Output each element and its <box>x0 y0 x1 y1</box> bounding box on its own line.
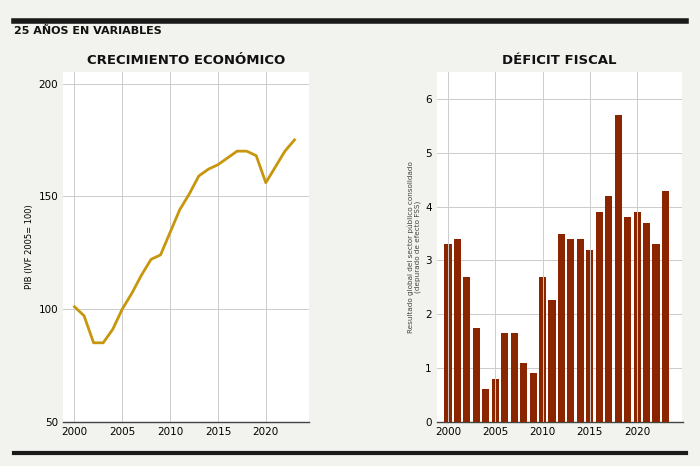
Title: DÉFICIT FISCAL: DÉFICIT FISCAL <box>503 54 617 67</box>
Bar <box>643 223 650 422</box>
Bar <box>511 333 518 422</box>
Bar <box>520 363 527 422</box>
Bar <box>624 218 631 422</box>
Y-axis label: PIB (IVF 2005= 100): PIB (IVF 2005= 100) <box>25 205 34 289</box>
Bar <box>501 333 508 422</box>
Bar <box>577 239 584 422</box>
Bar <box>568 239 575 422</box>
Y-axis label: Resultado global del sector público consolidado
(depurado de efecto FSS): Resultado global del sector público cons… <box>407 161 421 333</box>
Bar <box>482 390 489 422</box>
Bar <box>463 276 470 422</box>
Bar <box>539 276 546 422</box>
Bar <box>615 115 622 422</box>
Bar <box>473 328 480 422</box>
Bar <box>444 244 452 422</box>
Bar <box>549 300 556 422</box>
Bar <box>454 239 461 422</box>
Bar <box>634 212 640 422</box>
Bar <box>558 233 565 422</box>
Bar <box>596 212 603 422</box>
Text: 25 AÑOS EN VARIABLES: 25 AÑOS EN VARIABLES <box>14 26 162 36</box>
Title: CRECIMIENTO ECONÓMICO: CRECIMIENTO ECONÓMICO <box>87 54 285 67</box>
Bar <box>652 244 659 422</box>
Bar <box>491 379 499 422</box>
Bar <box>530 373 537 422</box>
Bar <box>606 196 612 422</box>
Bar <box>662 191 669 422</box>
Bar <box>587 250 594 422</box>
